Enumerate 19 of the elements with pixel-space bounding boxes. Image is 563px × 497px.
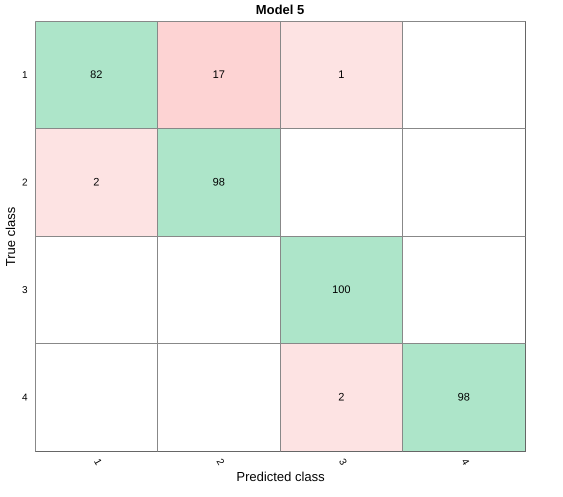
x-tick-label: 2 <box>214 457 226 468</box>
y-tick-label: 1 <box>22 70 28 81</box>
x-tick-label: 4 <box>458 457 472 468</box>
data-label: 2 <box>338 391 344 404</box>
y-axis-title: True class <box>2 206 18 266</box>
data-label: 2 <box>93 176 100 188</box>
data-label: 98 <box>458 391 470 404</box>
y-tick-label: 3 <box>22 284 28 296</box>
y-tick-label: 4 <box>22 392 28 404</box>
x-tick-label: 3 <box>336 457 349 468</box>
x-axis-title: Predicted class <box>236 468 326 484</box>
x-tick-label: 1 <box>91 457 104 468</box>
data-label: 98 <box>212 176 225 188</box>
y-tick-label: 2 <box>22 177 28 188</box>
data-label: 17 <box>212 68 225 81</box>
data-label: 82 <box>90 68 102 81</box>
data-label: 1 <box>338 68 344 81</box>
chart-title: Model 5 <box>256 2 304 17</box>
data-label: 100 <box>332 284 350 296</box>
